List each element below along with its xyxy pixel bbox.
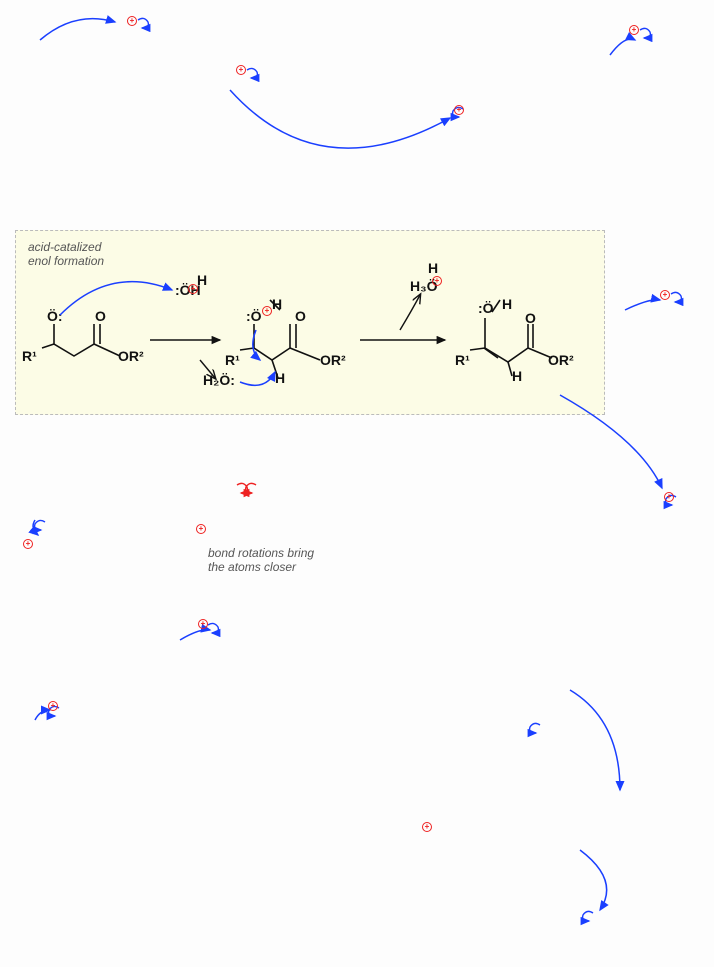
charge-plus-icon: + (422, 822, 432, 832)
mechanism-svg (0, 0, 714, 967)
annotation-enol: acid-catalized enol formation (28, 240, 104, 268)
atom-label: H (512, 368, 522, 384)
atom-label: O (95, 308, 106, 324)
electron-pushing-arrows (33, 19, 662, 910)
atom-label: H₂Ö: (203, 372, 235, 388)
charge-plus-icon: + (23, 539, 33, 549)
charge-plus-icon: + (198, 619, 208, 629)
atom-label: R¹ (455, 352, 470, 368)
charge-plus-icon: + (196, 524, 206, 534)
charge-plus-icon: + (48, 701, 58, 711)
atom-label: R¹ (225, 352, 240, 368)
annotation-bond-rotation: bond rotations bring the atoms closer (208, 546, 314, 574)
charge-plus-icon: + (127, 16, 137, 26)
atom-label: Ö: (47, 308, 63, 324)
atom-label: O (525, 310, 536, 326)
atom-label: H (275, 370, 285, 386)
charge-plus-icon: + (236, 65, 246, 75)
atom-label: H (272, 296, 282, 312)
charge-plus-icon: + (660, 290, 670, 300)
charge-plus-icon: + (432, 276, 442, 286)
atom-label: H (197, 272, 207, 288)
atom-label: H (502, 296, 512, 312)
charge-plus-icon: + (629, 25, 639, 35)
atom-label: O (295, 308, 306, 324)
curl-hooks (35, 18, 682, 921)
atom-label: :Ö (246, 308, 262, 324)
charge-plus-icon: + (262, 306, 272, 316)
atom-label: OR² (548, 352, 574, 368)
charge-plus-icon: + (664, 492, 674, 502)
atom-label: :Ö (478, 300, 494, 316)
atom-label: R¹ (22, 348, 37, 364)
atom-label: H (428, 260, 438, 276)
atom-label: OR² (118, 348, 144, 364)
charge-plus-icon: + (454, 105, 464, 115)
charge-plus-icon: + (188, 284, 198, 294)
atom-label: OR² (320, 352, 346, 368)
